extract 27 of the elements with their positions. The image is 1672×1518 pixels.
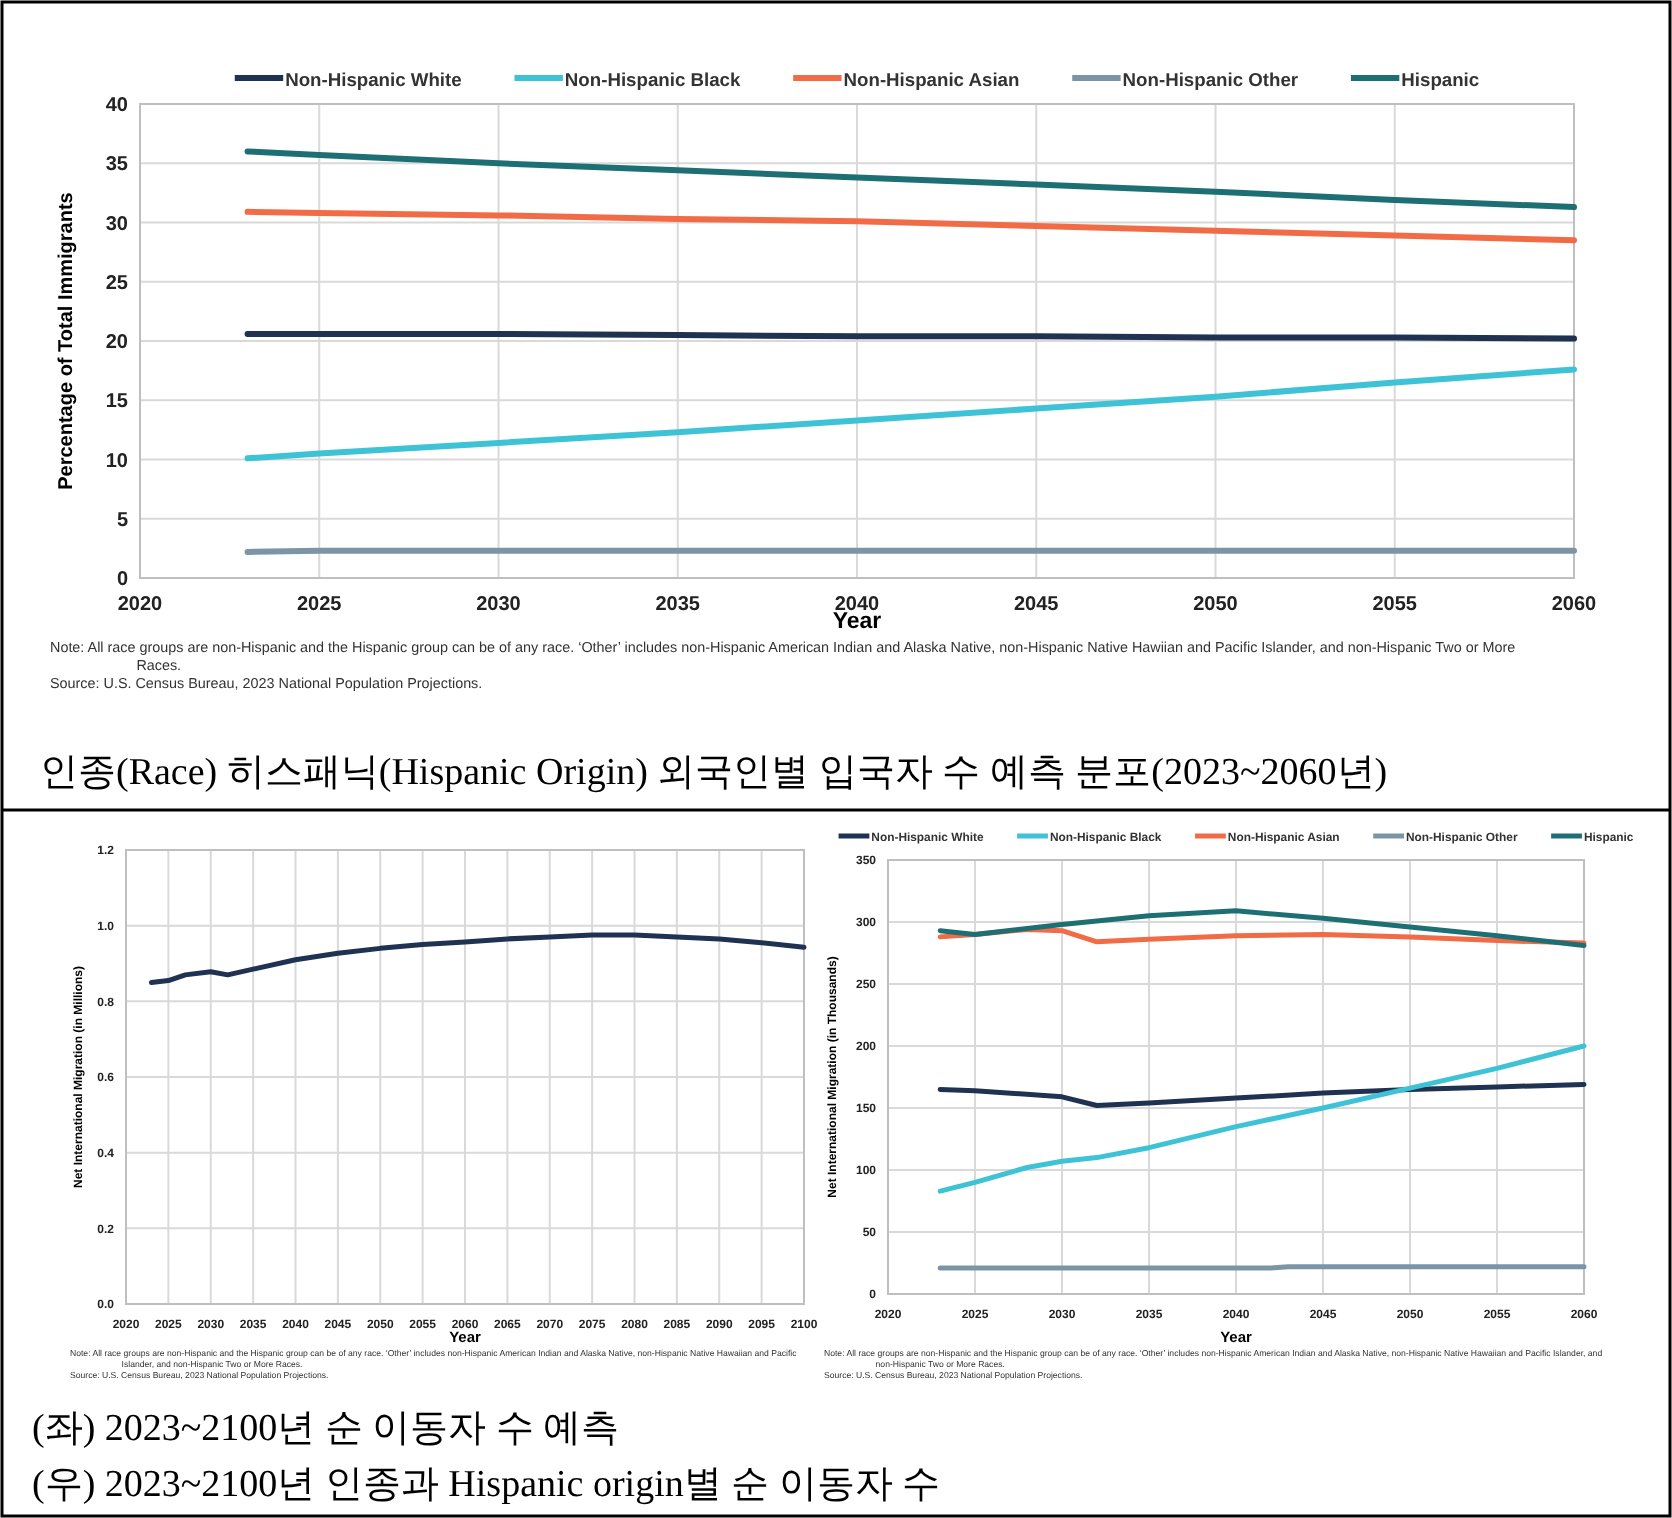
legend-label: Non-Hispanic Asian xyxy=(843,69,1020,90)
x-tick-label: 2060 xyxy=(1551,594,1598,616)
legend-label: Hispanic xyxy=(1401,69,1480,90)
y-tick-label: 20 xyxy=(105,332,129,354)
y-tick-label: 30 xyxy=(105,213,129,236)
x-tick-label: 2050 xyxy=(1193,594,1239,616)
x-tick-label: 2030 xyxy=(476,594,522,616)
y-tick-label: 25 xyxy=(105,272,129,295)
y-axis-title: Percentage of Total Immigrants xyxy=(56,191,78,490)
y-tick-label: 35 xyxy=(105,154,129,177)
y-tick-label: 10 xyxy=(105,450,129,473)
x-tick-label: 2020 xyxy=(117,594,164,616)
text: (우) 2023~2100년 인종과 Hispanic origin별 순 이동자 수 xyxy=(32,1464,941,1506)
legend-label: Non-Hispanic White xyxy=(285,69,462,90)
legend-label: Non-Hispanic Black xyxy=(564,69,742,90)
text: (좌) 2023~2100년 순 이동자 수 예측 xyxy=(32,1408,620,1450)
x-tick-label: 2055 xyxy=(1372,594,1418,616)
y-tick-label: 5 xyxy=(116,509,129,532)
y-tick-label: 15 xyxy=(105,391,129,414)
y-tick-label: 40 xyxy=(105,95,129,117)
legend-label: Non-Hispanic Other xyxy=(1122,69,1299,90)
text: 인종(Race) 히스패닉(Hispanic Origin) 외국인별 입국자 수 예측 분포(2023~2060년) xyxy=(40,752,1388,794)
x-tick-label: 2025 xyxy=(297,594,343,616)
x-tick-label: 2045 xyxy=(1014,594,1060,616)
y-tick-label: 0 xyxy=(116,569,129,591)
x-tick-label: 2035 xyxy=(655,594,701,616)
x-axis-title: Year xyxy=(832,610,883,634)
